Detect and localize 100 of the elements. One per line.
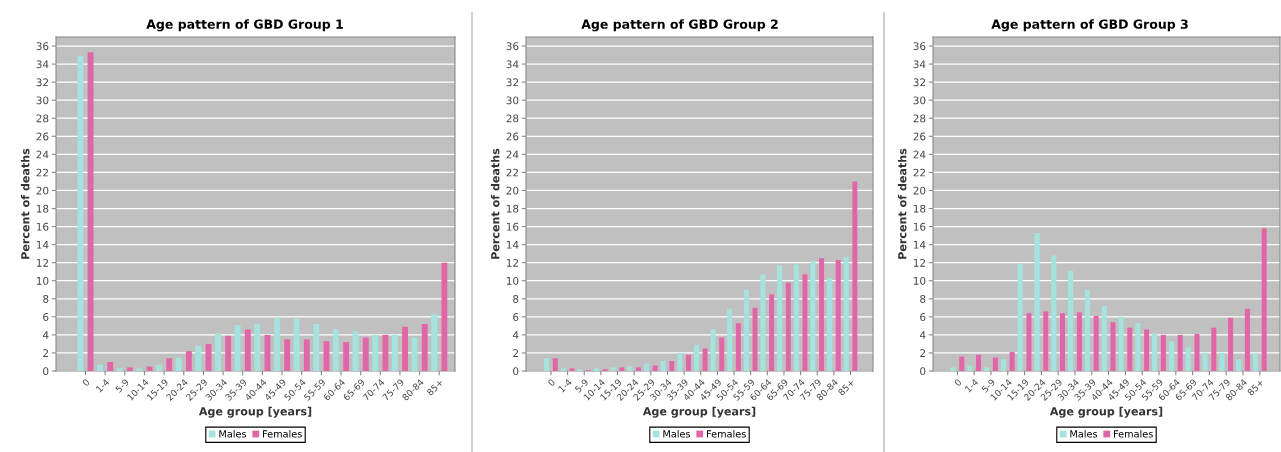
y-tick-label: 14: [36, 240, 49, 249]
x-tick-label: 85+: [426, 378, 444, 396]
legend-label: Males: [1070, 430, 1098, 438]
bar: [802, 274, 808, 371]
bar: [293, 318, 300, 371]
x-tick-label: 0: [953, 378, 962, 387]
y-tick-label: 12: [913, 258, 926, 267]
y-tick-label: 36: [36, 42, 49, 51]
y-tick-label: 20: [506, 186, 519, 195]
bar: [1244, 308, 1250, 371]
bar: [560, 368, 566, 371]
bar: [441, 262, 448, 371]
y-axis-title: Percent of deaths: [490, 148, 500, 259]
y-tick-label: 18: [36, 204, 49, 213]
bar: [382, 334, 389, 371]
bar: [644, 363, 649, 371]
y-tick-label: 0: [920, 367, 926, 376]
y-tick-label: 16: [913, 222, 926, 231]
y-tick-label: 30: [913, 96, 926, 105]
y-tick-label: 34: [506, 60, 519, 69]
x-tick-label: 0: [81, 378, 90, 387]
legend-label: Females: [707, 430, 746, 438]
y-tick-label: 26: [913, 132, 926, 141]
bar: [1228, 317, 1234, 371]
bar: [1076, 312, 1082, 371]
y-tick-label: 4: [42, 331, 49, 339]
y-tick-label: 22: [913, 168, 926, 177]
bar: [702, 348, 708, 371]
bar: [959, 356, 965, 371]
legend-label: Females: [1114, 430, 1153, 438]
bar: [1185, 347, 1191, 371]
y-tick-label: 2: [513, 349, 519, 357]
chart-title: Age pattern of GBD Group 1: [146, 19, 343, 32]
bar: [652, 365, 658, 371]
y-tick-label: 18: [506, 204, 519, 213]
bar: [719, 337, 725, 371]
y-tick-label: 16: [506, 222, 519, 231]
bar: [244, 329, 251, 371]
y-tick-label: 0: [43, 367, 49, 376]
legend-label: Males: [219, 430, 247, 438]
bar: [1051, 255, 1057, 371]
y-tick-label: 12: [506, 258, 519, 267]
bar: [835, 259, 841, 371]
y-tick-label: 28: [36, 114, 49, 123]
bar: [1084, 289, 1090, 371]
bar: [1110, 322, 1116, 371]
bar: [215, 333, 221, 371]
y-tick-label: 8: [920, 295, 926, 303]
y-tick-label: 18: [913, 204, 926, 213]
y-tick-label: 36: [913, 42, 926, 51]
bar: [391, 334, 398, 371]
bar: [1219, 352, 1225, 371]
y-tick-label: 30: [36, 96, 49, 105]
bar: [156, 364, 162, 371]
bar: [343, 342, 350, 371]
bar: [677, 352, 683, 371]
bar: [760, 274, 766, 371]
bar: [1194, 333, 1200, 371]
bar: [727, 308, 733, 371]
y-tick-label: 26: [36, 132, 49, 141]
y-tick-label: 16: [36, 222, 49, 231]
bar: [1261, 228, 1267, 371]
x-tick-label: 1-4: [964, 378, 979, 393]
bar: [1160, 334, 1166, 371]
y-tick-label: 20: [913, 186, 926, 195]
y-tick-label: 8: [513, 295, 519, 303]
bar: [225, 335, 232, 371]
bar: [1135, 323, 1141, 371]
bar: [619, 367, 625, 371]
bar: [146, 366, 153, 371]
bar: [1202, 352, 1208, 371]
bar: [1093, 315, 1099, 371]
bar: [793, 264, 799, 371]
bar: [126, 367, 133, 371]
chart-title: Age pattern of GBD Group 2: [581, 19, 778, 32]
bar: [195, 345, 202, 371]
x-tick-label: 85+: [837, 378, 855, 396]
bar: [1017, 263, 1023, 371]
x-axis-title: Age group [years]: [198, 406, 312, 418]
y-tick-label: 26: [506, 132, 519, 141]
x-tick-label: 5-9: [114, 378, 130, 393]
y-tick-label: 2: [43, 349, 49, 357]
bar: [1034, 232, 1040, 371]
bar: [1068, 270, 1074, 371]
bar: [1000, 359, 1006, 371]
bar: [710, 329, 716, 371]
bar: [852, 181, 858, 371]
x-tick-label: 1-4: [558, 378, 573, 393]
bar: [1127, 327, 1133, 371]
legend-label: Females: [263, 430, 302, 438]
bar: [1060, 313, 1066, 371]
x-axis-title: Age group [years]: [1049, 406, 1163, 418]
y-tick-label: 34: [36, 60, 49, 69]
bar: [431, 314, 438, 371]
y-tick-label: 6: [43, 313, 49, 321]
bar: [402, 326, 409, 371]
bar: [569, 368, 575, 371]
x-tick-label: 0: [547, 378, 556, 387]
bar: [97, 364, 103, 371]
bar: [544, 358, 550, 371]
